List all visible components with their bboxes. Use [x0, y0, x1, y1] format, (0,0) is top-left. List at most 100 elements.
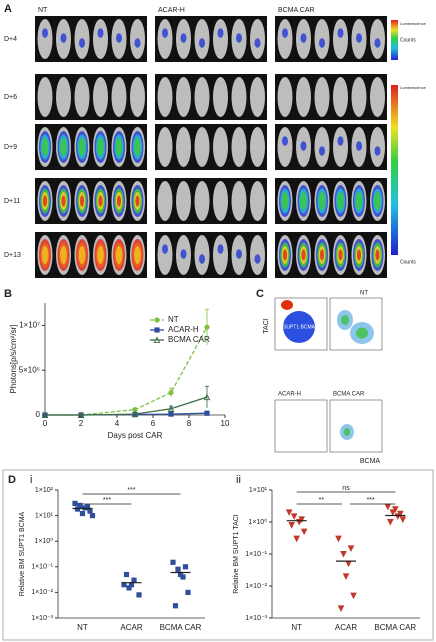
- signal: [355, 192, 363, 210]
- signal: [134, 138, 141, 156]
- signal: [337, 28, 344, 38]
- series-line: [45, 396, 208, 416]
- signal: [281, 192, 289, 210]
- signal: [356, 33, 362, 43]
- marker: [132, 407, 138, 413]
- marker: [168, 390, 174, 396]
- mouse: [333, 77, 348, 117]
- axis: [271, 490, 420, 619]
- signal: [199, 254, 205, 264]
- signal: [374, 192, 381, 210]
- marker: [288, 522, 295, 529]
- signal: [282, 249, 288, 261]
- y-tick-label: 1×10⁰: [248, 518, 267, 526]
- signal: [60, 138, 67, 156]
- y-tick-label: 1×10¹: [35, 512, 54, 519]
- column-label: BCMA CAR: [278, 7, 315, 14]
- y-tick-label: 1×10⁻²: [245, 583, 267, 590]
- image-panel: [275, 124, 387, 170]
- marker: [342, 573, 350, 580]
- signal: [42, 28, 48, 38]
- row-label: D+13: [4, 252, 21, 259]
- marker: [153, 336, 161, 344]
- significance-label: ***: [127, 487, 135, 494]
- image-panel: [35, 232, 147, 278]
- marker: [387, 518, 394, 526]
- panel-label: D: [8, 474, 16, 486]
- x-tick-label: 8: [187, 419, 192, 428]
- marker: [293, 535, 300, 543]
- marker: [350, 592, 357, 600]
- y-tick-label: 1×10⁻¹: [31, 564, 53, 571]
- signal: [318, 192, 326, 210]
- marker: [123, 571, 130, 578]
- signal: [254, 254, 261, 264]
- signal: [180, 249, 187, 259]
- marker: [168, 411, 174, 417]
- signal: [135, 195, 140, 207]
- signal: [116, 195, 122, 207]
- marker: [79, 510, 86, 517]
- population: [356, 327, 368, 339]
- mouse: [74, 77, 90, 117]
- marker: [77, 411, 85, 419]
- signal: [319, 38, 325, 48]
- image-panel: [155, 16, 267, 62]
- mouse: [370, 77, 385, 117]
- signal: [300, 141, 307, 151]
- signal: [374, 146, 381, 156]
- panel-label: A: [4, 3, 12, 15]
- marker: [185, 589, 191, 595]
- y-tick-label: 5×10⁶: [19, 365, 40, 374]
- axis-label: TACI: [263, 318, 270, 333]
- marker: [285, 509, 293, 516]
- mouse: [37, 77, 53, 117]
- image-panel: [155, 232, 267, 278]
- significance-label: ***: [367, 497, 375, 504]
- x-tick-label: 0: [43, 419, 48, 428]
- marker: [335, 535, 342, 543]
- y-tick-label: 1×10⁻¹: [245, 551, 267, 558]
- image-panel: [275, 178, 387, 224]
- image-panel: [35, 124, 147, 170]
- y-axis-label: Relative BM SUPT1 TACI: [233, 514, 240, 594]
- row-label: D+6: [4, 94, 17, 101]
- y-tick-label: 1×10⁻²: [31, 589, 53, 596]
- signal: [375, 249, 380, 261]
- signal: [97, 246, 104, 264]
- signal: [79, 195, 85, 207]
- signal: [162, 28, 168, 38]
- axis-label: BCMA: [360, 458, 381, 465]
- marker: [384, 503, 392, 511]
- signal: [98, 195, 103, 207]
- marker: [204, 410, 210, 416]
- signal: [301, 249, 306, 261]
- signal: [61, 195, 66, 207]
- significance-label: ns: [342, 485, 350, 492]
- scale-title: Luminescence: [400, 21, 427, 26]
- mouse: [231, 181, 247, 221]
- signal: [217, 244, 224, 254]
- plot-label: ACAR-H: [278, 392, 301, 398]
- marker: [290, 513, 298, 520]
- marker: [41, 411, 49, 419]
- population: [344, 428, 350, 436]
- mouse: [296, 77, 311, 117]
- subpanel-label: i: [30, 474, 32, 486]
- legend-label: BCMA CAR: [168, 335, 210, 344]
- significance-label: **: [319, 497, 325, 504]
- signal: [60, 246, 67, 264]
- scale-unit: Counts: [400, 259, 416, 265]
- signal: [217, 28, 224, 38]
- plot-label: BCMA CAR: [333, 392, 365, 398]
- mouse: [56, 77, 71, 117]
- legend-label: ACAR-H: [168, 325, 199, 334]
- x-tick-label: BCMA CAR: [374, 623, 416, 632]
- mouse: [333, 127, 348, 167]
- signal: [162, 244, 168, 254]
- population: [341, 315, 349, 325]
- mouse: [213, 19, 228, 59]
- mouse: [176, 181, 191, 221]
- marker: [392, 506, 399, 513]
